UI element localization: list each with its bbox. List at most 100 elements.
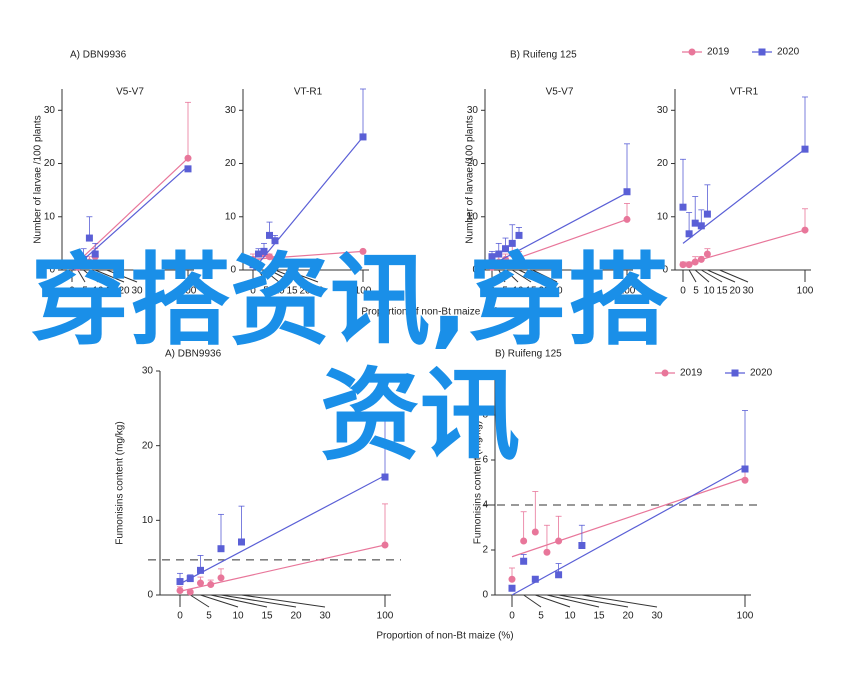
point [508,239,516,247]
point [623,215,631,223]
point [266,231,273,239]
legend-marker [758,48,766,56]
point [80,261,88,269]
x-tick [701,269,723,283]
point [697,222,705,230]
point [176,578,184,586]
x-tick-label: 5 [206,611,212,622]
x-tick-label: 15 [593,611,605,622]
point [249,255,257,263]
point [488,253,496,261]
point [184,154,192,162]
point [271,237,279,245]
trend-line [179,475,386,585]
x-tick [274,269,306,283]
x-tick [546,594,600,608]
x-tick-label: 30 [319,611,331,622]
x-tick [89,269,112,283]
point [555,537,563,545]
x-tick [581,594,658,608]
point [255,261,262,269]
x-tick [269,269,293,283]
x-tick [210,594,268,608]
point [685,230,693,238]
x-tick [518,269,545,283]
x-tick [241,594,326,608]
legend-label: 2019 [680,368,703,379]
x-tick-label: 100 [355,286,372,297]
point [266,253,273,261]
point [68,261,76,269]
x-tick [77,269,86,283]
y-tick-label: 20 [142,440,154,451]
x-tick [707,269,736,283]
y-tick-label: 0 [147,590,153,601]
point [679,261,687,269]
point [531,575,539,583]
point [488,263,496,271]
x-tick-label: 5 [263,286,269,297]
y-tick-label: 10 [44,211,56,222]
point [685,261,693,269]
y-tick-label: 20 [225,158,237,169]
point [697,255,705,263]
x-tick [285,269,319,283]
legend-label: 2020 [777,47,800,58]
y-tick-label: 8 [482,410,488,421]
panel-title: B) Ruifeng 125 [495,349,562,360]
x-tick-label: 0 [680,286,686,297]
x-tick [535,594,571,608]
point [217,545,225,553]
y-tick-label: 10 [657,211,669,222]
y-tick-label: 30 [44,105,56,116]
x-tick [719,269,749,283]
point [691,258,699,266]
point [520,537,528,545]
point [502,255,509,263]
y-tick-label: 20 [44,158,56,169]
point [381,473,389,481]
point [555,571,563,579]
x-tick-label: 100 [737,611,754,622]
watermark: 资讯 [320,357,520,474]
legend-marker [661,369,669,377]
x-tick-label: 10 [273,286,285,297]
point [495,250,503,258]
point [238,538,245,546]
point [381,541,389,549]
y-axis-label: Number of larvae /100 plants [33,115,44,243]
y-tick-label: 6 [482,455,488,466]
point [515,253,523,261]
x-tick-label: 15 [286,286,298,297]
x-tick-label: 20 [290,611,302,622]
x-tick-label: 30 [551,286,563,297]
x-tick [498,269,506,283]
legend-marker [688,48,696,56]
x-axis-label: Proportion of non-Bt maize (%) [361,307,498,318]
x-tick-label: 15 [105,286,117,297]
x-tick [83,269,99,283]
point [679,203,687,211]
point [91,250,99,258]
x-tick-label: 15 [261,611,273,622]
point [260,247,268,255]
trend-line [491,218,628,268]
point [184,165,192,173]
legend-label: 2020 [750,368,773,379]
x-tick-label: 20 [622,611,634,622]
trend-line [491,192,628,266]
point [271,255,279,263]
x-tick [95,269,125,283]
x-tick [688,269,697,283]
x-tick [200,594,239,608]
x-tick [558,594,629,608]
x-tick [263,269,280,283]
point [255,250,262,258]
point [515,231,523,239]
x-tick-label: 5 [502,286,508,297]
y-tick-label: 10 [225,211,237,222]
y-tick-label: 20 [657,158,669,169]
point [531,528,539,536]
y-tick-label: 10 [142,515,154,526]
point [217,574,225,582]
